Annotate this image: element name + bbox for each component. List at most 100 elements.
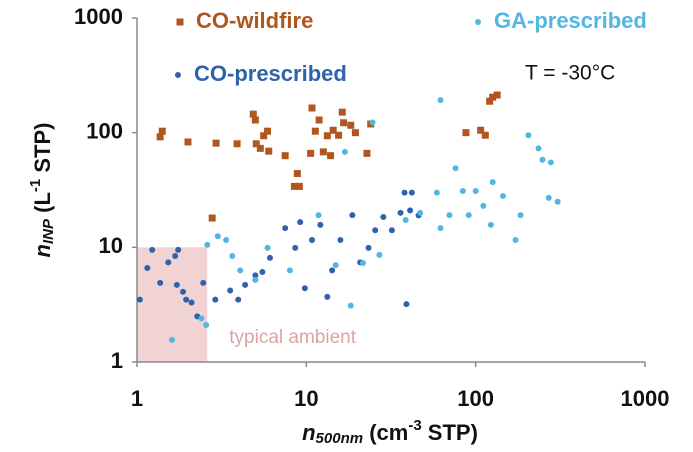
point	[512, 236, 519, 243]
y-tick-label: 1	[111, 348, 123, 373]
point	[347, 121, 355, 129]
point	[297, 219, 304, 226]
point	[260, 132, 268, 140]
y-unit-end: STP)	[30, 123, 55, 179]
point	[487, 221, 494, 228]
x-unit-start: (cm	[363, 420, 408, 445]
point	[198, 315, 205, 322]
point	[397, 209, 404, 216]
point	[136, 296, 143, 303]
point	[180, 288, 187, 295]
point	[308, 236, 315, 243]
point	[156, 133, 164, 141]
point	[329, 126, 337, 134]
point	[184, 138, 192, 146]
point	[525, 132, 532, 139]
y-axis-title: nINP (L-1 STP)	[27, 123, 57, 258]
point	[157, 279, 164, 286]
point	[251, 116, 259, 124]
legend-label: GA-prescribed	[494, 8, 647, 33]
x-symbol: n	[302, 420, 315, 445]
point	[363, 149, 371, 157]
point	[337, 236, 344, 243]
legend-marker	[175, 72, 181, 78]
y-unit-start: (L	[30, 192, 55, 219]
legend-marker	[475, 19, 481, 25]
point	[315, 212, 322, 219]
point	[281, 152, 289, 160]
point	[380, 213, 387, 220]
y-subscript: INP	[40, 218, 57, 244]
point	[499, 193, 506, 200]
point	[319, 148, 327, 156]
point	[264, 127, 272, 135]
y-tick-label: 1000	[74, 4, 123, 29]
point	[535, 145, 542, 152]
point	[437, 225, 444, 232]
point	[295, 182, 303, 190]
point	[462, 129, 470, 137]
point	[158, 127, 166, 135]
point	[149, 246, 156, 253]
point	[266, 254, 273, 261]
point	[493, 91, 501, 99]
point	[301, 285, 308, 292]
point	[252, 272, 259, 279]
point	[446, 212, 453, 219]
point	[223, 236, 230, 243]
point	[401, 189, 408, 196]
point	[311, 127, 319, 135]
point	[175, 246, 182, 253]
temperature-annotation: T = -30°C	[525, 62, 615, 85]
point	[547, 159, 554, 166]
point	[341, 148, 348, 155]
point	[347, 302, 354, 309]
point	[252, 140, 260, 148]
point	[369, 119, 376, 126]
point	[264, 244, 271, 251]
point	[242, 281, 249, 288]
point	[372, 227, 379, 234]
point	[481, 131, 489, 139]
point	[433, 189, 440, 196]
point	[335, 131, 343, 139]
point	[200, 279, 207, 286]
point	[407, 207, 414, 214]
point	[249, 110, 257, 118]
point	[169, 336, 176, 343]
point	[554, 198, 561, 205]
x-tick-label: 10	[294, 386, 318, 411]
x-superscript: -3	[408, 417, 421, 434]
point	[307, 149, 315, 157]
point	[233, 140, 241, 148]
point	[208, 214, 216, 222]
point	[402, 217, 409, 224]
region-label: typical ambient	[229, 327, 356, 348]
point	[417, 209, 424, 216]
point	[465, 212, 472, 219]
point	[315, 116, 323, 124]
point	[165, 259, 172, 266]
point	[293, 170, 301, 178]
point	[290, 182, 298, 190]
point	[359, 260, 366, 267]
x-subscript: 500nm	[316, 430, 364, 447]
ambient-region	[137, 247, 208, 362]
point	[204, 241, 211, 248]
point	[459, 187, 466, 194]
point	[376, 251, 383, 258]
x-axis-title: n500nm (cm-3 STP)	[302, 417, 478, 447]
y-symbol: n	[30, 244, 55, 257]
point	[286, 267, 293, 274]
point	[480, 202, 487, 209]
point	[308, 104, 316, 112]
point	[486, 97, 494, 105]
point	[265, 147, 273, 155]
y-tick-label: 10	[99, 233, 123, 258]
point	[388, 227, 395, 234]
point	[259, 268, 266, 275]
x-unit-end: STP)	[422, 420, 478, 445]
point	[408, 189, 415, 196]
legend-label: CO-prescribed	[194, 61, 347, 86]
point	[188, 299, 195, 306]
